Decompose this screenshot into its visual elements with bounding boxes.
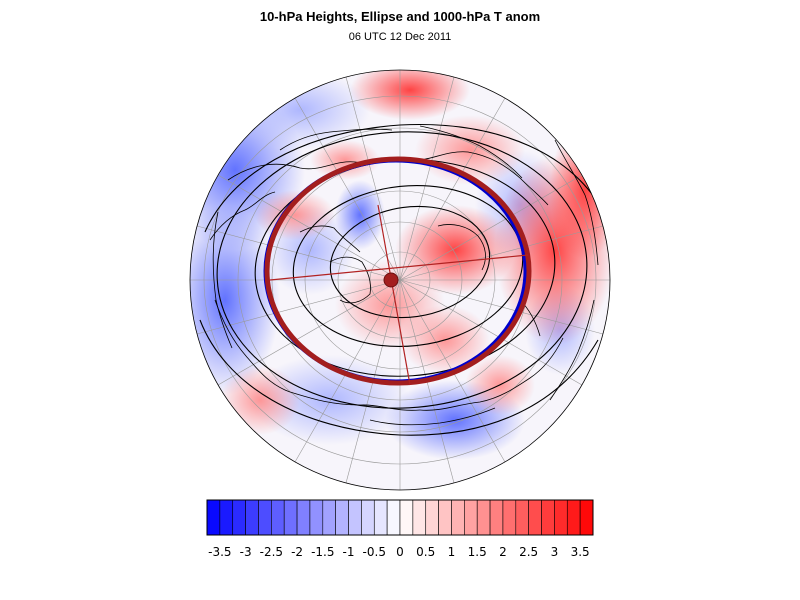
colorbar-swatch (399, 499, 414, 536)
colorbar-tick-label: -3.5 (208, 545, 231, 559)
graticule (190, 70, 610, 490)
colorbar-swatch (438, 499, 452, 536)
colorbar-swatch (322, 499, 336, 536)
map-subtitle: 06 UTC 12 Dec 2011 (348, 31, 452, 43)
colorbar-swatch (309, 499, 324, 536)
colorbar-swatch (361, 499, 375, 536)
colorbar-swatch (464, 499, 478, 536)
colorbar-swatch (528, 499, 542, 536)
ellipse-major-axis (269, 254, 529, 281)
colorbar-swatch (206, 499, 221, 536)
colorbar-tick-label: 3 (551, 545, 559, 559)
globe-outline (189, 69, 611, 491)
colorbar-tick-label: -1.5 (311, 545, 334, 559)
colorbar-tick-label: -0.5 (363, 545, 386, 559)
colorbar-swatch (554, 499, 568, 536)
colorbar-tick-label: 1.5 (468, 545, 487, 559)
colorbar-tick-label: 0.5 (416, 545, 435, 559)
colorbar-swatch (412, 499, 427, 536)
colorbar-swatch (245, 499, 259, 536)
colorbar-tick-label: -2 (291, 545, 303, 559)
colorbar-tick-label: -1 (343, 545, 355, 559)
colorbar-swatch (489, 499, 504, 536)
colorbar-swatch (232, 499, 246, 536)
colorbar-swatch (283, 499, 298, 536)
colorbar-boxes (206, 499, 594, 536)
colorbar-swatch (296, 499, 311, 536)
colorbar-tick-label: 1 (448, 545, 456, 559)
vortex-ellipse-red (264, 156, 532, 386)
colorbar-tick-label: 2.5 (519, 545, 538, 559)
colorbar-swatch (541, 499, 555, 536)
colorbar-swatch (219, 499, 234, 536)
map-title: 10-hPa Heights, Ellipse and 1000-hPa T a… (259, 9, 541, 24)
colorbar-swatch (566, 499, 581, 536)
colorbar-tick-label: -3 (240, 545, 252, 559)
colorbar-labels: -3.5 -3 -2.5 -2 -1.5 -1 -0.5 0 0.5 1 1.5 2 2.5 3 3.5 (208, 545, 590, 559)
colorbar-swatch (579, 499, 594, 536)
colorbar-swatch (258, 499, 272, 536)
colorbar-swatch (515, 499, 529, 536)
ellipse-minor-axis (377, 204, 411, 386)
colorbar-tick-label: 3.5 (571, 545, 590, 559)
colorbar-tick-label: 2 (499, 545, 507, 559)
colorbar-swatch (335, 499, 349, 536)
colorbar-swatch (476, 499, 491, 536)
colorbar-swatch (348, 499, 362, 536)
colorbar-swatch (502, 499, 517, 536)
colorbar-swatch (425, 499, 439, 536)
colorbar-frame (206, 499, 594, 536)
colorbar-swatch (386, 499, 401, 536)
colorbar-swatch (373, 499, 388, 536)
colorbar-swatch (451, 499, 465, 536)
ellipse-center-marker (383, 272, 399, 288)
colorbar-tick-label: 0 (396, 545, 404, 559)
colorbar-tick-label: -2.5 (260, 545, 283, 559)
colorbar-swatch (271, 499, 285, 536)
